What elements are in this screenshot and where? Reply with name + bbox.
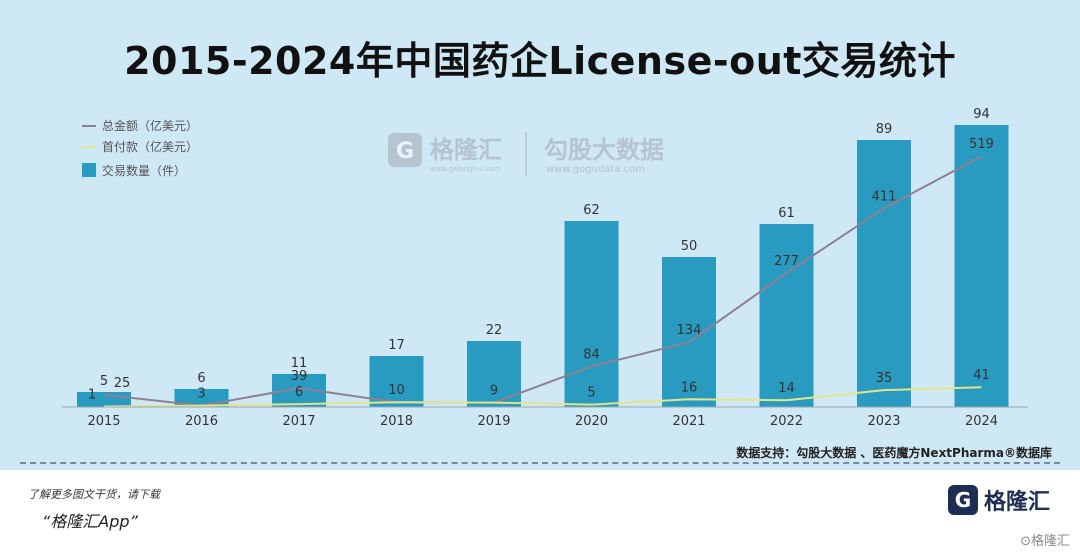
legend-swatch-deals (82, 163, 96, 177)
total-label-2020: 84 (583, 347, 600, 362)
watermark-logo-icon (388, 133, 422, 167)
bar-label-2022: 61 (778, 206, 795, 221)
x-tick-2023: 2023 (867, 414, 900, 429)
x-tick-2018: 2018 (380, 414, 413, 429)
upfront-label-2017: 6 (295, 385, 303, 400)
chart-area: G 格隆汇 www.gelonghui.com 勾股大数据 www.goguda… (62, 107, 1028, 429)
x-tick-2021: 2021 (672, 414, 705, 429)
bar-label-2019: 22 (486, 323, 503, 338)
footer-brand[interactable]: G 格隆汇 (947, 484, 1050, 516)
bar-2023 (857, 140, 911, 407)
upfront-label-2015: 1 (88, 388, 96, 403)
bar-label-2024: 94 (973, 107, 990, 122)
chart-title: 2015-2024年中国药企License-out交易统计 (124, 39, 956, 83)
dashed-divider (20, 462, 1060, 464)
total-label-2024: 519 (969, 137, 994, 152)
bar-label-2023: 89 (876, 122, 893, 137)
bar-label-2017: 11 (291, 356, 308, 371)
total-label-2015: 25 (114, 376, 131, 391)
bar-2020 (564, 221, 619, 407)
footer-app-name: “格隆汇App” (42, 512, 138, 531)
upfront-label-2021: 16 (681, 380, 698, 395)
watermark: G 格隆汇 www.gelonghui.com 勾股大数据 www.goguda… (388, 132, 664, 176)
total-amount-line (103, 155, 982, 407)
total-label-2019: 9 (490, 384, 498, 399)
bar-label-2020: 62 (583, 203, 600, 218)
footer (0, 470, 1080, 553)
bar-2018 (369, 356, 424, 407)
bar-label-2016: 6 (197, 371, 205, 386)
bar-label-2018: 17 (388, 338, 405, 353)
watermark-brand-url: www.gelonghui.com (430, 165, 501, 173)
watermark-logo-glyph: G (396, 139, 414, 164)
upfront-label-2023: 35 (876, 371, 893, 386)
bar-2022 (759, 224, 814, 407)
bar-2015 (77, 392, 131, 407)
corner-watermark: ⊙格隆汇 (1020, 534, 1070, 549)
x-tick-2015: 2015 (87, 414, 120, 429)
brand-name: 格隆汇 (983, 490, 1050, 515)
legend-label-total: 总金额（亿美元） (102, 118, 198, 133)
x-tick-2020: 2020 (575, 414, 608, 429)
x-tick-2022: 2022 (770, 414, 803, 429)
upfront-payment-line (103, 386, 982, 408)
bar-label-2021: 50 (681, 239, 698, 254)
x-tick-2024: 2024 (965, 414, 998, 429)
brand-logo-icon: G (947, 485, 978, 515)
legend-label-deals: 交易数量（件） (102, 163, 186, 178)
total-label-2021: 134 (677, 323, 702, 338)
legend: 总金额（亿美元） 首付款（亿美元） 交易数量（件） (82, 118, 198, 178)
watermark-partner: 勾股大数据 (544, 136, 664, 164)
total-label-2023: 411 (872, 189, 897, 204)
x-tick-2019: 2019 (477, 414, 510, 429)
bar-2021 (662, 257, 716, 407)
total-label-2017: 39 (291, 369, 308, 384)
bar-label-2015: 5 (100, 374, 108, 389)
upfront-label-2020: 5 (587, 386, 595, 401)
footer-note: 了解更多图文干货，请下载 (28, 488, 160, 501)
watermark-partner-url: www.gogudata.com (546, 164, 645, 175)
x-tick-2017: 2017 (282, 414, 315, 429)
total-label-2016: 3 (197, 387, 205, 402)
data-source: 数据支持：勾股大数据 、医药魔方NextPharma®数据库 (736, 446, 1052, 460)
upfront-label-2024: 41 (973, 368, 990, 383)
legend-label-upfront: 首付款（亿美元） (102, 139, 198, 154)
watermark-brand: 格隆汇 (430, 136, 502, 164)
upfront-label-2022: 14 (778, 381, 795, 396)
x-tick-2016: 2016 (185, 414, 218, 429)
total-label-2018: 10 (388, 383, 405, 398)
bar-2024 (954, 125, 1009, 407)
total-label-2022: 277 (774, 254, 799, 269)
